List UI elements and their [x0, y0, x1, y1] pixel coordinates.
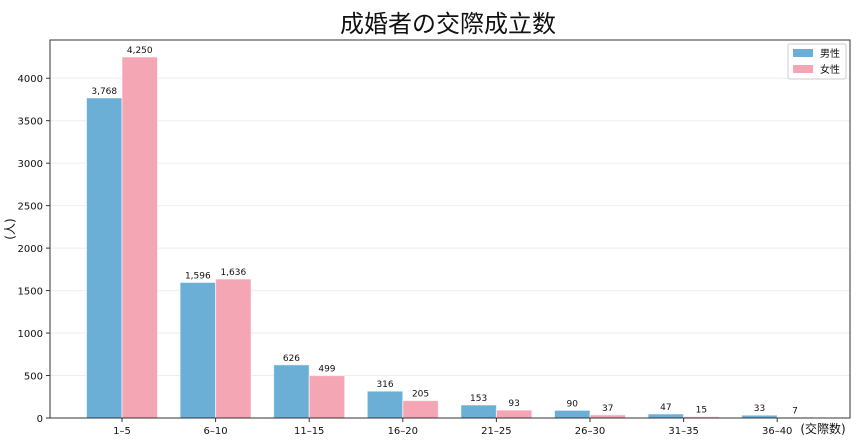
y-tick-label: 3000 — [18, 159, 43, 170]
x-axis-label: (交際数) — [800, 421, 845, 436]
data-label: 1,596 — [185, 271, 211, 281]
bar-female — [308, 375, 346, 419]
bar-male — [273, 364, 310, 419]
y-tick-label: 0 — [37, 414, 43, 425]
legend-swatch — [793, 49, 813, 57]
legend-label: 男性 — [820, 47, 840, 60]
x-tick-label: 11–15 — [294, 426, 324, 437]
y-tick-label: 3500 — [18, 117, 43, 128]
data-label: 626 — [283, 354, 300, 364]
data-label: 4,250 — [127, 46, 153, 56]
data-label: 90 — [567, 399, 579, 409]
x-tick-label: 16–20 — [388, 426, 418, 437]
plot-frame — [49, 39, 851, 419]
bar-male — [366, 390, 404, 419]
bar-male — [554, 409, 591, 419]
data-label: 7 — [792, 406, 798, 416]
bar-female — [121, 56, 158, 419]
x-tick-label: 21–25 — [481, 426, 511, 437]
y-tick-label: 1000 — [18, 329, 43, 340]
data-label: 15 — [696, 406, 707, 416]
y-tick-label: 1500 — [18, 287, 43, 298]
data-label: 47 — [660, 403, 671, 413]
data-label: 499 — [318, 365, 335, 375]
data-label: 3,768 — [91, 87, 117, 97]
bar-male — [460, 404, 497, 419]
data-label: 33 — [754, 404, 765, 414]
legend-swatch — [793, 65, 813, 73]
bars: 3,768 1,596 626 316 153 90 47 33 4,250 1,636 499 20… — [86, 46, 814, 419]
bar-male — [647, 413, 685, 419]
data-label: 316 — [376, 380, 393, 390]
x-tick-label: 31–35 — [668, 426, 698, 437]
data-label: 205 — [412, 390, 429, 400]
x-tick-label: 26–30 — [575, 426, 605, 437]
grid — [50, 77, 850, 419]
x-tick-label: 36–40 — [762, 426, 792, 437]
y-tick-label: 500 — [24, 372, 43, 383]
data-label: 153 — [470, 394, 487, 404]
bar-female — [215, 278, 252, 419]
bar-female — [402, 400, 439, 419]
legend-label: 女性 — [820, 63, 840, 76]
x-ticks: 1–5 6–10 11–15 16–20 21–25 26–30 31–35 36–40 — [113, 418, 792, 437]
bar-female — [495, 409, 533, 419]
x-tick-label: 1–5 — [113, 426, 131, 437]
y-tick-label: 2500 — [18, 202, 43, 213]
data-label: 37 — [602, 404, 613, 414]
y-tick-label: 2000 — [18, 244, 43, 255]
chart-title: 成婚者の交際成立数 — [340, 10, 556, 38]
y-ticks: 0 500 1000 1500 2000 2500 3000 3500 4000 — [18, 74, 50, 425]
bar-male — [179, 281, 217, 419]
y-axis-label: (人) — [3, 218, 17, 239]
data-label: 1,636 — [220, 268, 246, 278]
data-label: 93 — [508, 399, 519, 409]
x-tick-label: 6–10 — [204, 426, 228, 437]
bar-male — [86, 97, 123, 419]
y-tick-label: 4000 — [18, 74, 43, 85]
